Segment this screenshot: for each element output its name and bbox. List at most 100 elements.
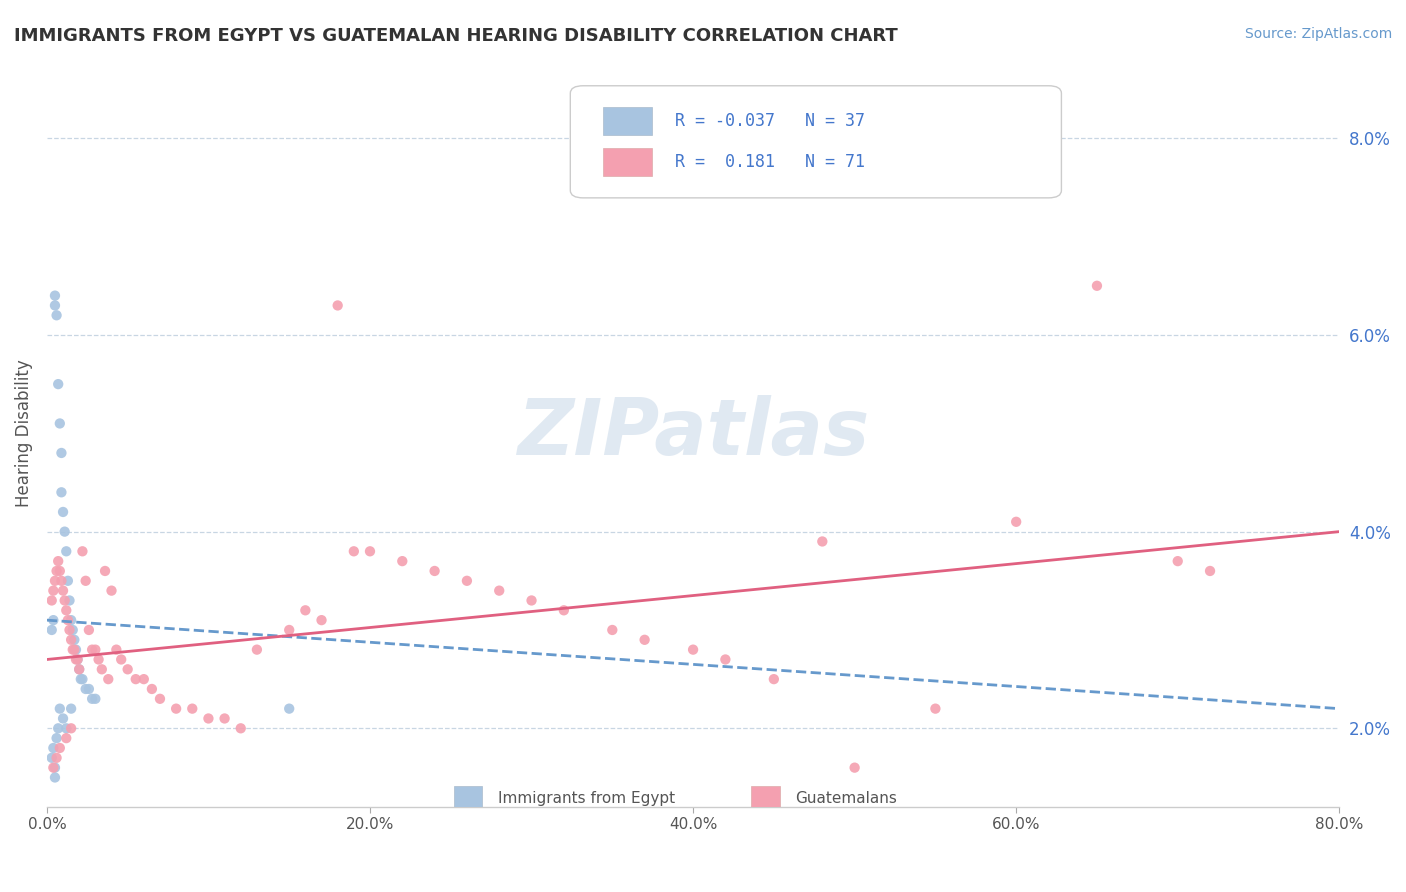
Point bbox=[62, 642, 84, 657]
Bar bbox=[603, 148, 652, 177]
Point bbox=[63, 642, 86, 657]
Point bbox=[60, 632, 83, 647]
Point bbox=[42, 761, 65, 775]
Text: Immigrants from Egypt: Immigrants from Egypt bbox=[498, 790, 675, 805]
Point bbox=[553, 603, 575, 617]
Point bbox=[65, 652, 87, 666]
Point bbox=[762, 672, 785, 686]
Point bbox=[117, 662, 139, 676]
Point bbox=[45, 751, 67, 765]
Point bbox=[44, 288, 66, 302]
Bar bbox=[751, 786, 780, 810]
Point bbox=[1199, 564, 1222, 578]
Text: ZIPatlas: ZIPatlas bbox=[517, 395, 869, 471]
Point bbox=[278, 701, 301, 715]
Point bbox=[75, 681, 97, 696]
Point bbox=[132, 672, 155, 686]
Point bbox=[876, 180, 898, 194]
Point bbox=[181, 701, 204, 715]
Point bbox=[44, 574, 66, 588]
Point bbox=[456, 574, 478, 588]
Point bbox=[84, 642, 107, 657]
Bar bbox=[603, 107, 652, 135]
Point bbox=[44, 771, 66, 785]
Point bbox=[1167, 554, 1189, 568]
Point bbox=[44, 761, 66, 775]
Point bbox=[633, 632, 655, 647]
Point bbox=[343, 544, 366, 558]
Point bbox=[49, 701, 72, 715]
Point bbox=[62, 623, 84, 637]
Point bbox=[197, 711, 219, 725]
Point bbox=[55, 544, 77, 558]
Point bbox=[65, 642, 87, 657]
Point bbox=[42, 583, 65, 598]
Point bbox=[82, 642, 104, 657]
Point bbox=[53, 593, 76, 607]
Point bbox=[326, 298, 349, 312]
Point bbox=[520, 593, 543, 607]
Point bbox=[84, 691, 107, 706]
Point bbox=[94, 564, 117, 578]
Point bbox=[72, 544, 94, 558]
Point bbox=[67, 662, 90, 676]
Point bbox=[90, 662, 112, 676]
Point bbox=[55, 603, 77, 617]
Point bbox=[41, 623, 63, 637]
Point bbox=[391, 554, 413, 568]
Point bbox=[165, 701, 187, 715]
Point bbox=[488, 583, 510, 598]
Point bbox=[49, 741, 72, 756]
Point bbox=[110, 652, 132, 666]
Point bbox=[149, 691, 172, 706]
Point bbox=[55, 731, 77, 746]
Point bbox=[141, 681, 163, 696]
Point bbox=[60, 701, 83, 715]
Point bbox=[69, 672, 91, 686]
Text: Guatemalans: Guatemalans bbox=[796, 790, 897, 805]
Point bbox=[60, 613, 83, 627]
Point bbox=[51, 446, 73, 460]
Point bbox=[53, 524, 76, 539]
Point bbox=[63, 632, 86, 647]
Point bbox=[105, 642, 128, 657]
Point bbox=[41, 751, 63, 765]
Point bbox=[66, 652, 89, 666]
Point bbox=[77, 681, 100, 696]
Point bbox=[359, 544, 381, 558]
Text: R = -0.037   N = 37: R = -0.037 N = 37 bbox=[675, 112, 865, 130]
Point bbox=[55, 721, 77, 735]
Point bbox=[1085, 278, 1108, 293]
Point bbox=[58, 593, 80, 607]
Bar bbox=[454, 786, 482, 810]
Point bbox=[924, 701, 946, 715]
Point bbox=[42, 613, 65, 627]
Point bbox=[423, 564, 446, 578]
Text: Source: ZipAtlas.com: Source: ZipAtlas.com bbox=[1244, 27, 1392, 41]
Point bbox=[46, 554, 69, 568]
Point bbox=[44, 298, 66, 312]
Point bbox=[66, 652, 89, 666]
Point bbox=[51, 485, 73, 500]
Point bbox=[56, 613, 79, 627]
Point bbox=[52, 711, 75, 725]
Point bbox=[714, 652, 737, 666]
Point bbox=[58, 623, 80, 637]
Point bbox=[72, 672, 94, 686]
Point bbox=[52, 505, 75, 519]
Point bbox=[294, 603, 316, 617]
Point bbox=[42, 741, 65, 756]
Point bbox=[41, 593, 63, 607]
Point bbox=[246, 642, 269, 657]
Point bbox=[46, 721, 69, 735]
Y-axis label: Hearing Disability: Hearing Disability bbox=[15, 359, 32, 508]
Point bbox=[67, 662, 90, 676]
Point bbox=[811, 534, 834, 549]
Point bbox=[45, 731, 67, 746]
Point bbox=[82, 691, 104, 706]
Point bbox=[56, 574, 79, 588]
Point bbox=[45, 308, 67, 322]
Point bbox=[311, 613, 333, 627]
FancyBboxPatch shape bbox=[571, 86, 1062, 198]
Point bbox=[52, 583, 75, 598]
